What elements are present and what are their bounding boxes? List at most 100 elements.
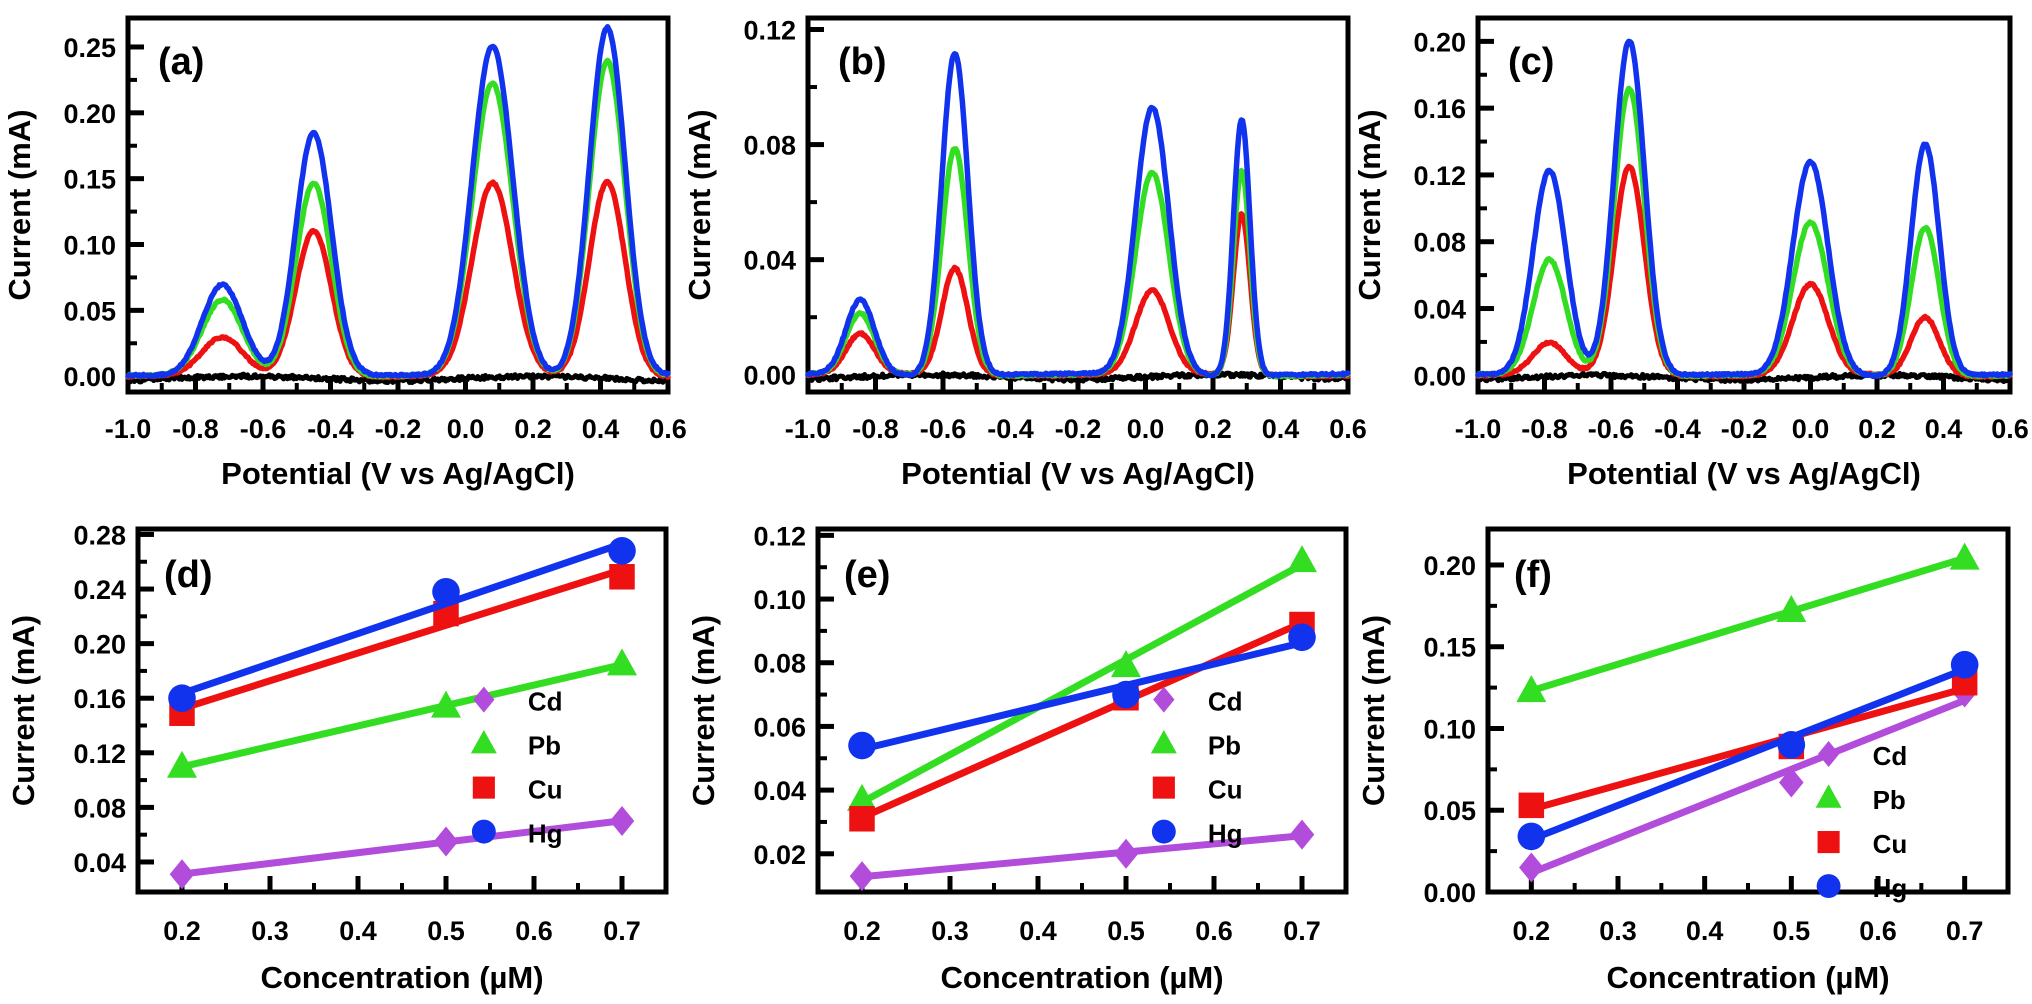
fit-line-e-hg bbox=[858, 639, 1306, 753]
trace-c-0 bbox=[1475, 370, 2013, 385]
data-point-d-cd-1 bbox=[433, 826, 459, 857]
svg-text:0.2: 0.2 bbox=[1858, 414, 1896, 444]
panel-c: -1.0 -0.8 -0.6 -0.4 -0.2 0.0 0.2 0.4 0.6 0.00 0.04… bbox=[1350, 0, 2032, 500]
svg-text:0.00: 0.00 bbox=[743, 361, 796, 391]
fit-line-d-pb bbox=[178, 661, 626, 771]
svg-text:(d): (d) bbox=[164, 554, 213, 596]
trace-b-3 bbox=[805, 51, 1351, 379]
trace-a-3 bbox=[125, 24, 671, 379]
svg-text:0.12: 0.12 bbox=[753, 521, 806, 551]
svg-text:-0.4: -0.4 bbox=[987, 414, 1034, 444]
svg-text:0.04: 0.04 bbox=[753, 776, 806, 806]
panel-f-plot: 0.2 0.3 0.4 0.5 0.6 0.7 0.00 0.05 0.10 0.15 0.20 Co… bbox=[1356, 526, 2011, 995]
svg-text:0.6: 0.6 bbox=[1195, 916, 1233, 946]
legend-label-cu: Cu bbox=[1873, 829, 1908, 859]
svg-text:0.16: 0.16 bbox=[1413, 94, 1466, 124]
svg-text:Current (mA): Current (mA) bbox=[1352, 109, 1387, 300]
panel-f: 0.2 0.3 0.4 0.5 0.6 0.7 0.00 0.05 0.10 0.15 0.20 Co… bbox=[1350, 495, 2032, 1004]
svg-text:0.2: 0.2 bbox=[1194, 414, 1232, 444]
legend-marker-pb bbox=[1815, 784, 1842, 808]
data-point-e-hg-0 bbox=[848, 731, 876, 760]
data-point-d-hg-0 bbox=[168, 684, 196, 713]
fit-line-f-pb bbox=[1527, 554, 1969, 695]
data-point-f-cd-0 bbox=[1519, 852, 1544, 883]
svg-text:Potential (V vs Ag/AgCl): Potential (V vs Ag/AgCl) bbox=[901, 456, 1255, 491]
data-point-e-pb-2 bbox=[1287, 545, 1317, 573]
data-point-f-cd-1 bbox=[1779, 767, 1804, 798]
svg-text:0.0: 0.0 bbox=[1127, 414, 1165, 444]
svg-text:0.0: 0.0 bbox=[1792, 414, 1830, 444]
data-point-d-pb-1 bbox=[431, 690, 461, 718]
fit-line-e-cu bbox=[858, 619, 1306, 822]
legend-label-pb: Pb bbox=[528, 731, 561, 761]
svg-text:0.7: 0.7 bbox=[1283, 916, 1321, 946]
legend-marker-cu bbox=[1817, 831, 1840, 854]
svg-text:-1.0: -1.0 bbox=[105, 414, 152, 444]
trace-b-0 bbox=[805, 370, 1351, 384]
svg-text:Concentration (µM): Concentration (µM) bbox=[260, 960, 543, 995]
svg-text:0.20: 0.20 bbox=[73, 630, 126, 660]
svg-text:0.4: 0.4 bbox=[582, 414, 620, 444]
svg-text:Current (mA): Current (mA) bbox=[2, 109, 37, 300]
legend-label-cd: Cd bbox=[528, 687, 563, 717]
svg-text:0.2: 0.2 bbox=[843, 916, 881, 946]
fit-line-e-cd bbox=[858, 832, 1306, 881]
trace-b-2 bbox=[805, 146, 1351, 380]
data-point-d-pb-2 bbox=[607, 648, 637, 676]
svg-text:0.4: 0.4 bbox=[1925, 414, 1963, 444]
svg-text:0.06: 0.06 bbox=[753, 712, 806, 742]
fit-line-e-pb bbox=[858, 561, 1306, 806]
fit-line-f-cd bbox=[1527, 696, 1969, 877]
data-point-e-cd-0 bbox=[849, 861, 875, 892]
svg-text:-0.2: -0.2 bbox=[375, 414, 422, 444]
legend-marker-pb bbox=[1150, 729, 1177, 754]
svg-text:Potential (V vs Ag/AgCl): Potential (V vs Ag/AgCl) bbox=[221, 456, 575, 491]
legend-label-cu: Cu bbox=[528, 775, 563, 805]
svg-text:(c): (c) bbox=[1508, 41, 1554, 83]
fit-line-f-hg bbox=[1527, 665, 1969, 843]
panel-b: -1.0 -0.8 -0.6 -0.4 -0.2 0.0 0.2 0.4 0.6 0.00 0.04… bbox=[680, 0, 1370, 500]
legend-label-hg: Hg bbox=[528, 819, 563, 849]
data-point-f-pb-2 bbox=[1949, 542, 1980, 570]
svg-text:0.08: 0.08 bbox=[73, 793, 126, 823]
svg-text:0.7: 0.7 bbox=[603, 916, 641, 946]
fit-line-f-cu bbox=[1527, 685, 1969, 813]
svg-text:Concentration (µM): Concentration (µM) bbox=[1606, 960, 1889, 995]
svg-text:0.20: 0.20 bbox=[63, 99, 116, 129]
legend-label-cu: Cu bbox=[1208, 775, 1243, 805]
svg-text:0.4: 0.4 bbox=[1686, 916, 1724, 946]
svg-text:0.0: 0.0 bbox=[447, 414, 485, 444]
svg-text:0.6: 0.6 bbox=[1329, 414, 1367, 444]
data-point-d-hg-1 bbox=[432, 577, 460, 606]
svg-text:0.3: 0.3 bbox=[251, 916, 289, 946]
panel-c-plot: -1.0 -0.8 -0.6 -0.4 -0.2 0.0 0.2 0.4 0.6 0.00 0.04… bbox=[1352, 15, 2029, 491]
svg-text:0.08: 0.08 bbox=[753, 649, 806, 679]
data-point-e-hg-1 bbox=[1112, 680, 1140, 709]
data-point-f-pb-0 bbox=[1516, 675, 1547, 703]
panel-e-plot: 0.2 0.3 0.4 0.5 0.6 0.7 0.02 0.04 0.06 0.08 0.10 0.… bbox=[686, 521, 1349, 995]
svg-text:Potential (V vs Ag/AgCl): Potential (V vs Ag/AgCl) bbox=[1567, 456, 1921, 491]
svg-text:0.00: 0.00 bbox=[1423, 878, 1476, 908]
svg-text:0.12: 0.12 bbox=[743, 16, 796, 46]
svg-text:-0.8: -0.8 bbox=[1521, 414, 1568, 444]
svg-text:0.16: 0.16 bbox=[73, 684, 126, 714]
svg-text:-0.2: -0.2 bbox=[1055, 414, 1102, 444]
svg-text:0.28: 0.28 bbox=[73, 520, 126, 550]
panel-a-plot: -1.0 -0.8 -0.6 -0.4 -0.2 0.0 0.2 0.4 0.6 0.00 0.05… bbox=[2, 15, 687, 491]
svg-text:-0.6: -0.6 bbox=[1588, 414, 1635, 444]
panel-b-plot: -1.0 -0.8 -0.6 -0.4 -0.2 0.0 0.2 0.4 0.6 0.00 0.04… bbox=[682, 15, 1367, 491]
svg-text:0.3: 0.3 bbox=[1599, 916, 1637, 946]
panel-e: 0.2 0.3 0.4 0.5 0.6 0.7 0.02 0.04 0.06 0.08 0.10 0.… bbox=[680, 495, 1370, 1004]
legend-label-hg: Hg bbox=[1873, 873, 1908, 903]
svg-text:(a): (a) bbox=[158, 41, 204, 83]
legend-marker-cu bbox=[472, 776, 495, 799]
legend-label-hg: Hg bbox=[1208, 819, 1243, 849]
svg-text:0.12: 0.12 bbox=[1413, 161, 1466, 191]
svg-text:0.2: 0.2 bbox=[1513, 916, 1551, 946]
svg-text:0.04: 0.04 bbox=[73, 848, 126, 878]
svg-text:0.12: 0.12 bbox=[73, 739, 126, 769]
svg-text:0.6: 0.6 bbox=[649, 414, 687, 444]
svg-text:-1.0: -1.0 bbox=[1455, 414, 1502, 444]
svg-text:0.04: 0.04 bbox=[1413, 295, 1466, 325]
